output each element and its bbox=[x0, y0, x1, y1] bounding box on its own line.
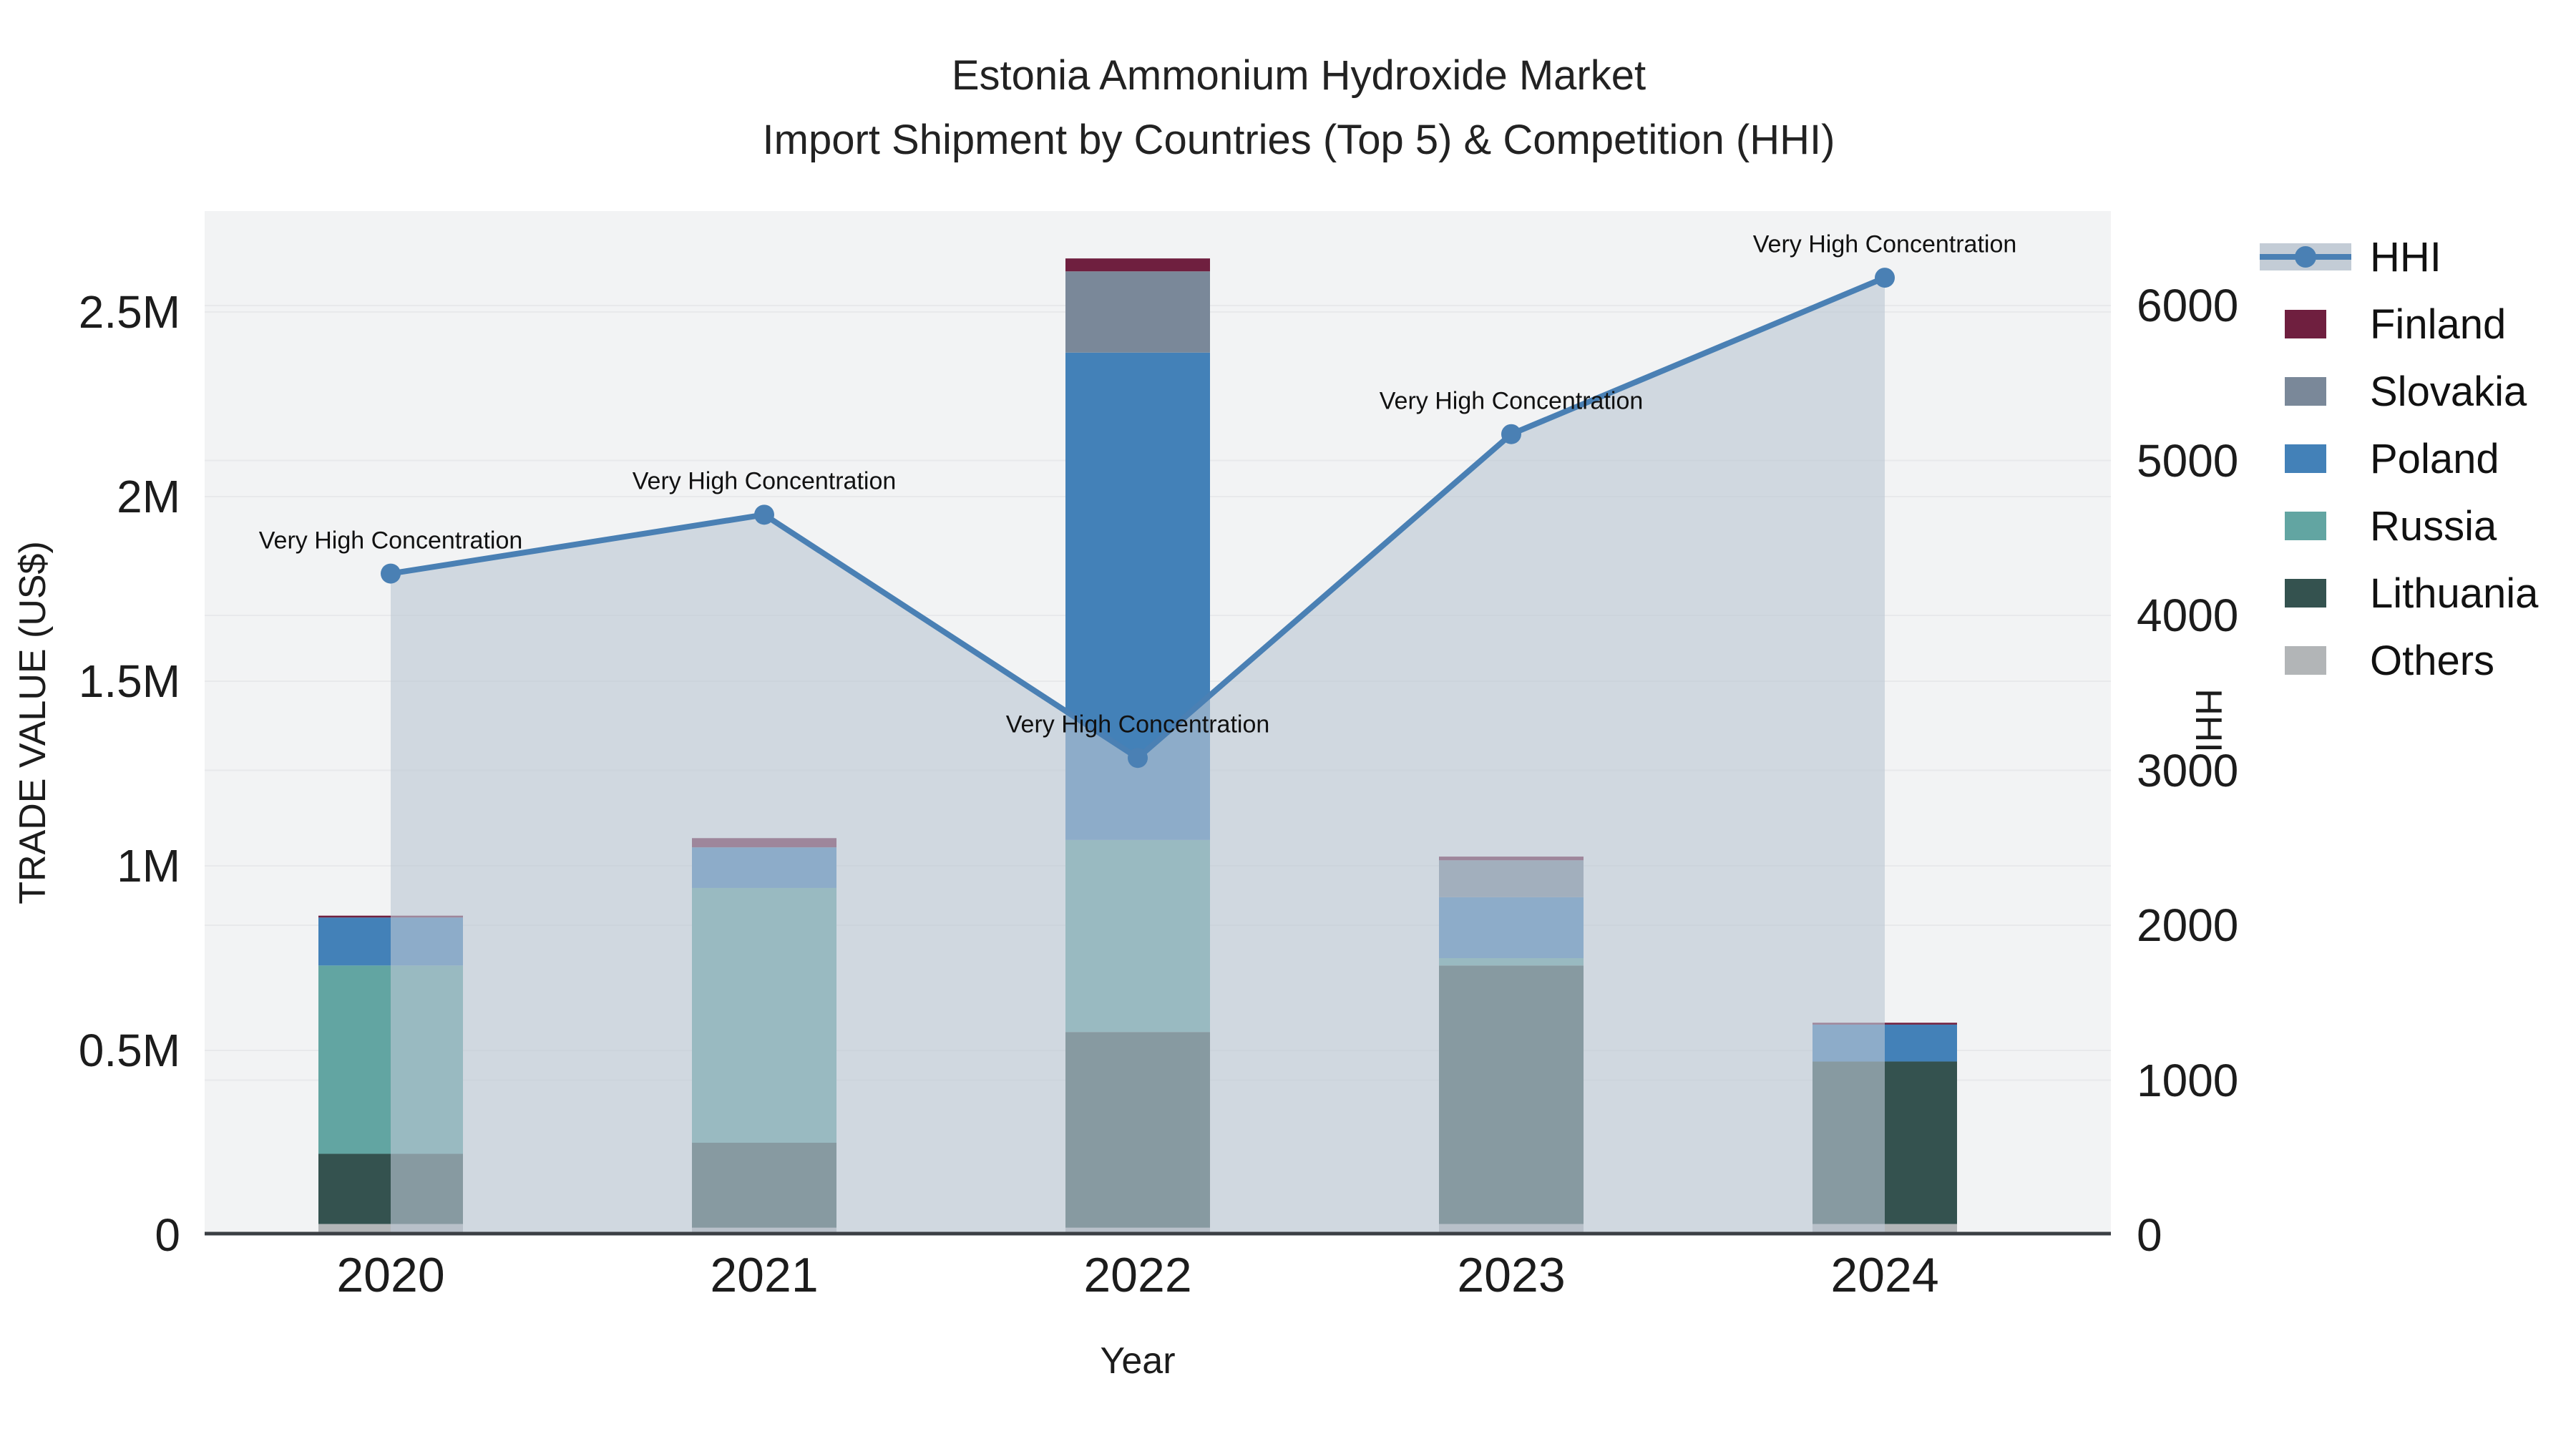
plot-area: Very High Concentration Very High Concent… bbox=[205, 211, 2111, 1236]
hhi-marker-2024[interactable] bbox=[1875, 268, 1895, 288]
x-axis-title: Year bbox=[1100, 1340, 1176, 1382]
slovakia-legend-swatch bbox=[2285, 377, 2326, 406]
y-left-tick-1M: 1M bbox=[117, 840, 180, 892]
y-left-tick-2.5M: 2.5M bbox=[78, 286, 180, 338]
annotation-2020: Very High Concentration bbox=[258, 527, 523, 555]
annotation-2023: Very High Concentration bbox=[1379, 387, 1644, 415]
y-axis-left-title: TRADE VALUE (US$) bbox=[12, 541, 54, 904]
hhi-marker-2022[interactable] bbox=[1128, 748, 1148, 769]
chart-canvas bbox=[205, 258, 2111, 1236]
legend-item-poland[interactable]: Poland bbox=[2260, 436, 2538, 482]
lithuania-legend-swatch bbox=[2285, 579, 2326, 608]
y-right-tick-2000: 2000 bbox=[2137, 899, 2239, 952]
chart-title-line1: Estonia Ammonium Hydroxide Market bbox=[951, 52, 1646, 99]
x-tick-2023: 2023 bbox=[1457, 1248, 1566, 1302]
y-left-tick-0.5M: 0.5M bbox=[78, 1025, 180, 1076]
legend-label-others: Others bbox=[2370, 637, 2495, 684]
legend-item-hhi[interactable]: HHI bbox=[2260, 233, 2538, 280]
x-tick-2022: 2022 bbox=[1083, 1248, 1192, 1302]
legend-label-finland: Finland bbox=[2370, 301, 2507, 348]
y-left-tick-2M: 2M bbox=[117, 471, 180, 522]
hhi-marker-2020[interactable] bbox=[381, 563, 401, 584]
others-legend-swatch bbox=[2285, 646, 2326, 675]
legend: HHI Finland Slovakia Poland Russia Lithuania O… bbox=[2260, 233, 2538, 707]
bar-segment-slovakia-2022[interactable] bbox=[1065, 271, 1210, 353]
legend-item-finland[interactable]: Finland bbox=[2260, 301, 2538, 348]
x-tick-2021: 2021 bbox=[710, 1248, 819, 1302]
x-tick-2024: 2024 bbox=[1830, 1248, 1939, 1302]
x-tick-2020: 2020 bbox=[336, 1248, 445, 1302]
hhi-legend-swatch bbox=[2260, 243, 2351, 270]
y-right-tick-4000: 4000 bbox=[2137, 590, 2239, 642]
y-right-tick-0: 0 bbox=[2137, 1209, 2162, 1261]
y-right-tick-3000: 3000 bbox=[2137, 744, 2239, 796]
bar-segment-finland-2022[interactable] bbox=[1065, 258, 1210, 272]
legend-label-slovakia: Slovakia bbox=[2370, 368, 2527, 415]
russia-legend-swatch bbox=[2285, 512, 2326, 540]
poland-legend-swatch bbox=[2285, 444, 2326, 473]
legend-label-lithuania: Lithuania bbox=[2370, 570, 2539, 617]
hhi-marker-2023[interactable] bbox=[1501, 424, 1521, 444]
y-left-tick-0: 0 bbox=[155, 1209, 180, 1261]
legend-label-poland: Poland bbox=[2370, 435, 2499, 482]
annotation-2024: Very High Concentration bbox=[1752, 230, 2017, 258]
legend-item-slovakia[interactable]: Slovakia bbox=[2260, 369, 2538, 415]
chart-title-line2: Import Shipment by Countries (Top 5) & C… bbox=[762, 117, 1835, 163]
finland-legend-swatch bbox=[2285, 310, 2326, 338]
legend-item-others[interactable]: Others bbox=[2260, 638, 2538, 684]
y-right-tick-6000: 6000 bbox=[2137, 280, 2239, 332]
legend-label-hhi: HHI bbox=[2370, 233, 2441, 280]
annotation-2021: Very High Concentration bbox=[632, 467, 897, 495]
hhi-marker-2021[interactable] bbox=[754, 504, 774, 525]
y-left-tick-1.5M: 1.5M bbox=[78, 655, 180, 707]
y-right-tick-5000: 5000 bbox=[2137, 434, 2239, 487]
legend-label-russia: Russia bbox=[2370, 502, 2497, 550]
y-right-tick-1000: 1000 bbox=[2137, 1054, 2239, 1106]
legend-item-lithuania[interactable]: Lithuania bbox=[2260, 570, 2538, 617]
annotation-2022: Very High Concentration bbox=[1005, 711, 1270, 738]
legend-item-russia[interactable]: Russia bbox=[2260, 502, 2538, 550]
y-axis-right-title: HHI bbox=[2187, 688, 2229, 753]
